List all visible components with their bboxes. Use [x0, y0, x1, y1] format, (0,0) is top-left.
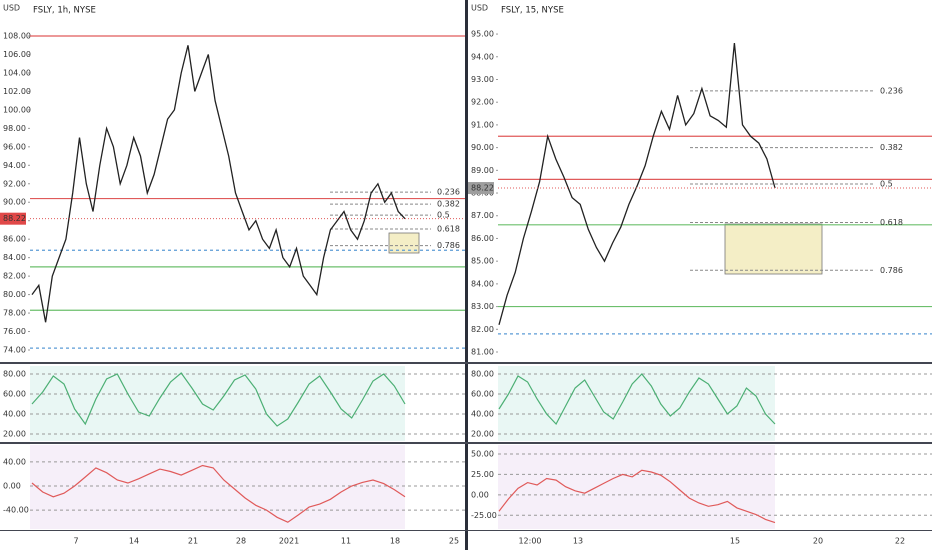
x-tick-label: 28: [236, 537, 246, 546]
last-price-box: [0, 212, 26, 225]
zone-box: [724, 223, 823, 275]
pane-divider: [0, 530, 932, 531]
y-tick-label: 94.00: [471, 52, 494, 61]
zone-box: [388, 232, 420, 254]
osc1-line: [498, 373, 776, 426]
y-tick-label: 76.00: [3, 327, 26, 336]
pane-divider: [0, 442, 932, 444]
y-tick-label: 82.00: [3, 272, 26, 281]
x-tick-label: 22: [895, 537, 905, 546]
y-tick-label: 100.00: [3, 105, 31, 114]
y-tick-label: 91.00: [471, 120, 494, 129]
y-tick-label: 87.00: [471, 211, 494, 220]
y-tick-label: 102.00: [3, 87, 31, 96]
y-tick-label: 84.00: [471, 279, 494, 288]
x-tick-label: 14: [129, 537, 139, 546]
y-tick-label: 95.00: [471, 30, 494, 39]
last-price-box: [468, 182, 494, 195]
y-tick-label: 106.00: [3, 50, 31, 59]
y-tick-label: -25.00: [471, 511, 497, 520]
price-line: [31, 45, 406, 323]
x-tick-label: 13: [573, 537, 583, 546]
y-tick-label: 98.00: [3, 124, 26, 133]
osc2-line: [498, 469, 776, 524]
fib-label: 0.5: [437, 211, 450, 220]
y-tick-label: 20.00: [471, 430, 494, 439]
x-tick-label: 18: [390, 537, 400, 546]
y-tick-label: -40.00: [3, 506, 29, 515]
y-tick-label: 74.00: [3, 345, 26, 354]
osc-background: [30, 445, 405, 529]
y-tick-label: 80.00: [3, 370, 26, 379]
fib-label: 0.786: [437, 241, 460, 250]
x-tick-label: 21: [188, 537, 198, 546]
fib-label: 0.618: [880, 218, 903, 227]
y-tick-label: 86.00: [3, 235, 26, 244]
y-tick-label: 50.00: [471, 449, 494, 458]
y-tick-label: 89.00: [471, 166, 494, 175]
fib-label: 0.382: [880, 143, 903, 152]
y-tick-label: 92.00: [3, 179, 26, 188]
x-tick-label: 2021: [279, 537, 299, 546]
currency-label: USD: [3, 4, 20, 13]
x-tick-label: 11: [341, 537, 351, 546]
x-tick-label: 15: [730, 537, 740, 546]
y-tick-label: 81.00: [471, 348, 494, 357]
y-tick-label: 20.00: [3, 430, 26, 439]
y-tick-label: 60.00: [471, 390, 494, 399]
fib-label: 0.236: [437, 188, 460, 197]
y-tick-label: 92.00: [471, 98, 494, 107]
x-tick-label: 20: [813, 537, 823, 546]
fib-label: 0.786: [880, 266, 903, 275]
y-tick-label: 94.00: [3, 161, 26, 170]
symbol-title: FSLY, 1h, NYSE: [33, 6, 96, 16]
pane-divider: [0, 362, 932, 364]
fib-label: 0.382: [437, 200, 460, 209]
y-tick-label: 83.00: [471, 302, 494, 311]
y-tick-label: 90.00: [3, 198, 26, 207]
y-tick-label: 104.00: [3, 68, 31, 77]
osc2-line: [31, 464, 406, 523]
fib-label: 0.236: [880, 86, 903, 95]
y-tick-label: 85.00: [471, 257, 494, 266]
y-tick-label: 80.00: [471, 370, 494, 379]
last-price-label: 88.22: [471, 184, 494, 193]
fib-label: 0.618: [437, 225, 460, 234]
y-tick-label: 40.00: [3, 410, 26, 419]
y-tick-label: 40.00: [3, 457, 26, 466]
y-tick-label: 80.00: [3, 290, 26, 299]
y-tick-label: 78.00: [3, 309, 26, 318]
x-tick-label: 25: [449, 537, 459, 546]
y-tick-label: 93.00: [471, 75, 494, 84]
y-tick-label: 60.00: [3, 390, 26, 399]
currency-label: USD: [471, 4, 488, 13]
price-line: [498, 43, 776, 325]
y-tick-label: 0.00: [3, 481, 21, 490]
x-tick-label: 12:00: [518, 537, 541, 546]
y-tick-label: 84.00: [3, 253, 26, 262]
y-tick-label: 0.00: [471, 490, 489, 499]
osc1-line: [31, 372, 406, 427]
y-tick-label: 90.00: [471, 143, 494, 152]
y-tick-label: 96.00: [3, 142, 26, 151]
y-tick-label: 82.00: [471, 325, 494, 334]
osc-background: [498, 366, 775, 441]
y-tick-label: 25.00: [471, 470, 494, 479]
x-tick-label: 7: [73, 537, 78, 546]
osc-background: [498, 445, 775, 529]
fib-label: 0.5: [880, 179, 893, 188]
symbol-title: FSLY, 15, NYSE: [501, 6, 564, 16]
y-tick-label: 108.00: [3, 32, 31, 41]
y-tick-label: 40.00: [471, 410, 494, 419]
last-price-label: 88.22: [3, 214, 26, 223]
y-tick-label: 86.00: [471, 234, 494, 243]
panel-divider: [465, 0, 468, 550]
